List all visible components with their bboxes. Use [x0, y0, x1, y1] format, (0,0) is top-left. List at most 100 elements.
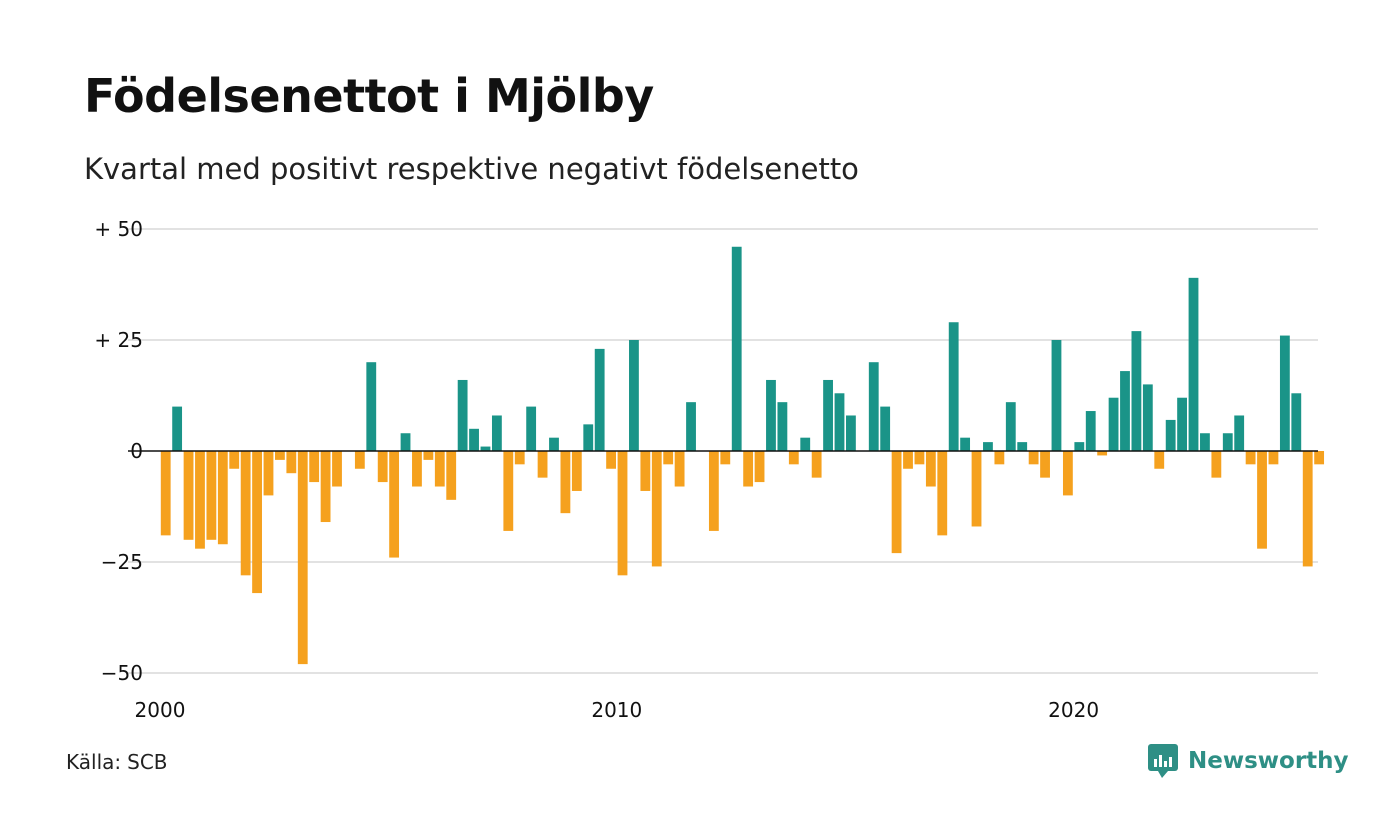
bar [229, 451, 240, 469]
bar [560, 451, 571, 514]
bar [389, 451, 400, 558]
bar [629, 340, 639, 451]
chart-subtitle: Kvartal med positivt respektive negativt… [84, 152, 859, 186]
bar [1245, 451, 1256, 465]
source-value: SCB [127, 750, 168, 774]
bar [1097, 451, 1108, 456]
bar [1028, 451, 1039, 465]
chart-title: Födelsenettot i Mjölby [84, 69, 654, 123]
bar [1085, 411, 1096, 451]
bar [491, 415, 502, 451]
bar [1165, 419, 1176, 451]
bar [1040, 451, 1050, 478]
bar [434, 451, 445, 487]
bar [1131, 331, 1142, 451]
bar [811, 451, 822, 478]
bar [594, 348, 605, 451]
bar [1268, 451, 1279, 465]
bar [834, 393, 845, 451]
y-tick-label: −25 [101, 550, 143, 574]
bar [994, 451, 1005, 465]
bar [640, 451, 651, 491]
bar [1177, 397, 1187, 451]
bar [1234, 415, 1245, 451]
bar [195, 451, 205, 549]
bar [983, 442, 993, 451]
brand-logo: Newsworthy [1148, 744, 1349, 778]
bar [1257, 451, 1267, 549]
bar [720, 451, 731, 465]
bar [583, 424, 594, 451]
bar [1017, 442, 1028, 451]
bar [1062, 451, 1073, 496]
bar [526, 406, 537, 451]
bar [731, 246, 742, 451]
bar [297, 451, 308, 665]
newsworthy-logo-icon [1148, 744, 1178, 778]
bar [971, 451, 982, 527]
brand-name: Newsworthy [1188, 748, 1349, 774]
bar [332, 451, 342, 487]
bar [412, 451, 422, 487]
bar [788, 451, 799, 465]
bar [1200, 433, 1210, 451]
bar [891, 451, 902, 554]
bar [366, 362, 377, 451]
bar [617, 451, 628, 576]
bar [172, 406, 183, 451]
bar [480, 446, 491, 451]
bar [754, 451, 765, 483]
source-note: Källa: SCB [66, 750, 168, 774]
bar [937, 451, 948, 536]
bar [651, 451, 662, 567]
bar [948, 322, 959, 451]
y-axis-ticks: + 50 + 25 0 −25 −50 [94, 217, 143, 685]
gridlines [128, 228, 1318, 674]
x-tick-label: 2020 [1048, 698, 1099, 722]
bar [377, 451, 388, 483]
bar [1074, 442, 1085, 451]
bar [606, 451, 616, 469]
bar [263, 451, 274, 496]
bar [914, 451, 925, 465]
bar [663, 451, 674, 465]
bar [868, 362, 879, 451]
bar [880, 406, 891, 451]
y-tick-label: 0 [130, 439, 143, 463]
x-tick-label: 2010 [591, 698, 642, 722]
bar [423, 451, 434, 460]
y-tick-label: −50 [101, 661, 143, 685]
bar [571, 451, 582, 491]
bar [960, 437, 971, 451]
bar [1108, 397, 1119, 451]
bar [1314, 451, 1325, 465]
bar [217, 451, 228, 545]
bar [846, 415, 856, 451]
bars [160, 246, 1325, 665]
bar [1051, 340, 1062, 451]
bar [1279, 335, 1290, 451]
bar [514, 451, 525, 465]
bar [903, 451, 913, 469]
bar [674, 451, 685, 487]
bar [457, 379, 468, 451]
bar [777, 402, 788, 451]
bar [446, 451, 457, 500]
bar [537, 451, 548, 478]
y-tick-label: + 50 [94, 217, 143, 241]
bar [823, 379, 833, 451]
bar [766, 379, 776, 451]
bar [160, 451, 171, 536]
bar [1222, 433, 1233, 451]
bar [400, 433, 411, 451]
bar [1120, 371, 1130, 451]
bar [275, 451, 285, 460]
bar [206, 451, 217, 540]
bar [1142, 384, 1153, 451]
bar [1154, 451, 1165, 469]
bar [743, 451, 754, 487]
bar [252, 451, 262, 594]
bar [800, 437, 811, 451]
bar [925, 451, 936, 487]
bar [549, 437, 559, 451]
